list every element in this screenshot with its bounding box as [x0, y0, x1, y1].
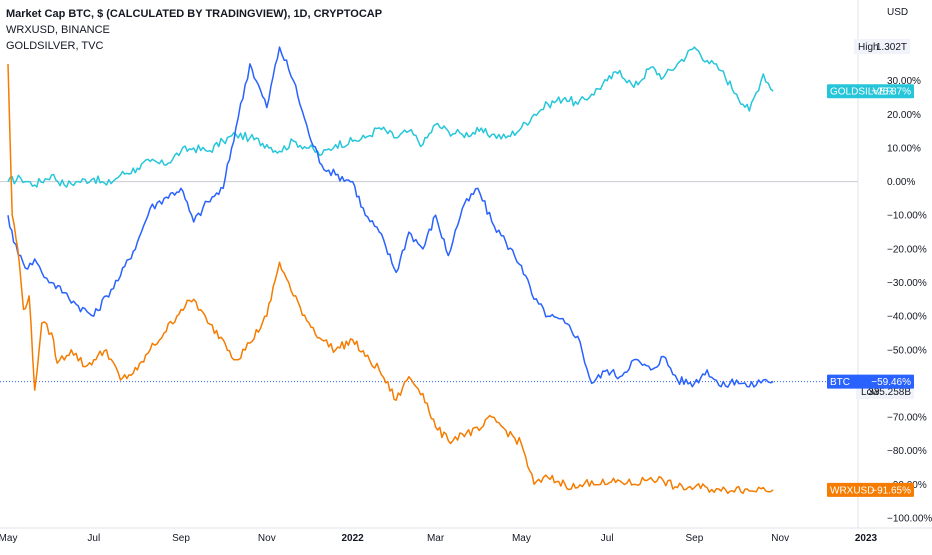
x-tick-label: May — [0, 533, 17, 544]
y-tick-label: −70.00% — [887, 413, 927, 424]
y-tick-label: 30.00% — [887, 76, 921, 87]
x-tick-label: Jul — [601, 533, 614, 544]
legend-line-wrxusd[interactable]: WRXUSD, BINANCE — [6, 24, 110, 36]
tag-series-value: −59.46% — [871, 377, 911, 388]
y-tick-label: 10.00% — [887, 143, 921, 154]
y-tick-label: −80.00% — [887, 446, 927, 457]
gridlines — [0, 181, 858, 383]
time-axis[interactable]: May Jul Sep Nov 2022 Mar May Jul Sep Nov 2023 — [0, 533, 878, 544]
y-tick-label: 0.00% — [887, 177, 915, 188]
y-tick-label: −30.00% — [887, 278, 927, 289]
low-value: 335.258B — [868, 387, 911, 398]
x-tick-label: 2022 — [341, 533, 364, 544]
tag-series-name: GOLDSILVER — [830, 87, 893, 98]
high-label: High — [858, 42, 879, 53]
y-tick-label: −100.00% — [887, 513, 932, 524]
last-value-tag-wrxusd — [827, 482, 914, 497]
last-value-tags: GOLDSILVER+26.87% BTC −59.46% WRXUSD−91.65% — [827, 84, 914, 497]
y-tick-label: −40.00% — [887, 312, 927, 323]
series-legend: Market Cap BTC, $ (CALCULATED BY TRADING… — [6, 6, 382, 54]
x-tick-label: Sep — [172, 533, 190, 544]
low-label: Low — [861, 387, 880, 398]
legend-line-goldsilver[interactable]: GOLDSILVER, TVC — [6, 40, 104, 52]
x-tick-label: Sep — [686, 533, 704, 544]
y-tick-label: −20.00% — [887, 244, 927, 255]
series-lines — [7, 46, 774, 495]
x-tick-label: Jul — [87, 533, 100, 544]
series-line-wrxusd[interactable] — [7, 63, 774, 495]
tag-series-value: +26.87% — [871, 87, 911, 98]
series-line-btc[interactable] — [7, 46, 774, 388]
last-value-tag-btc — [827, 374, 914, 389]
high-value: 1.302T — [876, 42, 907, 53]
x-tick-label: Mar — [427, 533, 445, 544]
y-tick-label: −10.00% — [887, 211, 927, 222]
price-axis[interactable]: 30.00% 20.00% 10.00% 0.00% −10.00% −20.00% −30… — [887, 76, 932, 524]
series-line-goldsilver[interactable] — [7, 46, 774, 188]
y-tick-label: 20.00% — [887, 110, 921, 121]
legend-line-btc[interactable]: Market Cap BTC, $ (CALCULATED BY TRADING… — [6, 8, 383, 20]
high-badge — [854, 39, 910, 54]
currency-label: USD — [887, 7, 908, 18]
tag-series-name: WRXUSD — [830, 485, 874, 496]
x-tick-label: Nov — [258, 533, 276, 544]
x-tick-label: May — [512, 533, 531, 544]
x-tick-label: 2023 — [855, 533, 878, 544]
tag-series-value: −91.65% — [871, 485, 911, 496]
tag-series-name: BTC — [830, 377, 850, 388]
x-tick-label: Nov — [771, 533, 789, 544]
last-value-tag-goldsilver — [827, 84, 914, 99]
axis-extras: USD High 1.302T Low 335.258B — [854, 7, 914, 399]
y-tick-label: −50.00% — [887, 345, 927, 356]
